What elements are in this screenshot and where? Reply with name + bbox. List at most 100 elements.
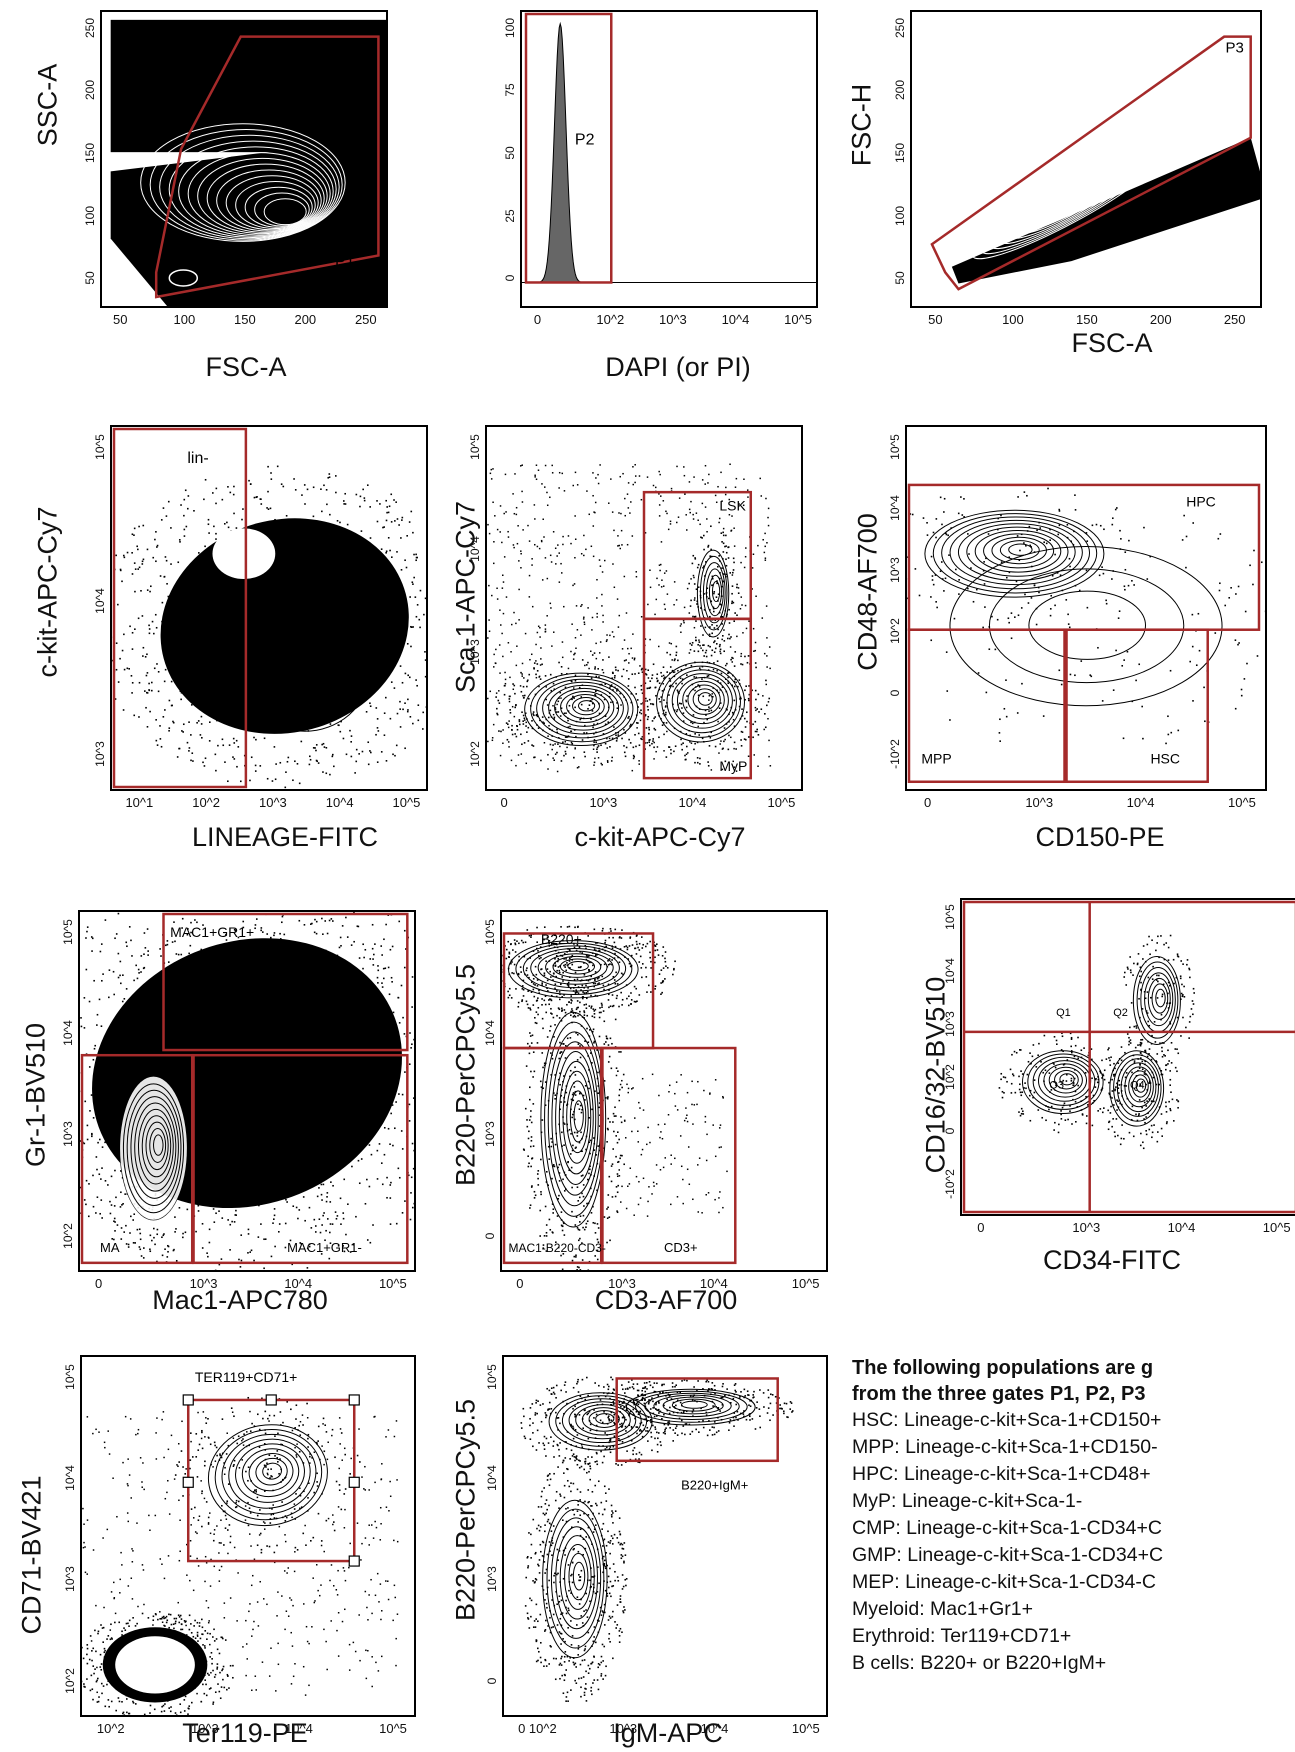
event-dot (633, 985, 636, 988)
event-dot (1234, 639, 1237, 641)
event-dot (608, 656, 610, 658)
event-dot (987, 533, 990, 535)
event-dot (138, 716, 140, 718)
event-dot (693, 748, 695, 751)
event-dot (769, 667, 771, 670)
event-dot (569, 967, 571, 969)
event-dot (84, 1100, 87, 1103)
event-dot (728, 498, 731, 501)
event-dot (186, 1208, 189, 1211)
event-dot (1260, 561, 1263, 564)
event-dot (723, 640, 726, 642)
event-dot (214, 753, 217, 756)
event-dot (1021, 682, 1023, 685)
event-dot (717, 720, 719, 723)
event-dot (406, 535, 408, 537)
event-dot (165, 515, 168, 517)
event-dot (711, 624, 713, 626)
event-dot (609, 963, 611, 965)
event-dot (160, 745, 163, 748)
event-dot (534, 476, 536, 478)
event-dot (552, 1208, 555, 1211)
event-dot (602, 733, 605, 735)
event-dot (101, 1167, 103, 1169)
x-axis-label-p1: FSC-A (205, 352, 287, 382)
event-dot (560, 672, 563, 675)
event-dot (363, 497, 366, 499)
event-dot (756, 730, 758, 733)
event-dot (922, 517, 925, 519)
event-dot (731, 661, 733, 663)
event-dot (716, 660, 719, 662)
event-dot (600, 963, 602, 966)
event-dot (1249, 564, 1251, 567)
contour-line (197, 157, 328, 235)
event-dot (512, 544, 515, 546)
event-dot (186, 741, 189, 744)
event-dot (561, 472, 564, 475)
event-dot (626, 493, 629, 495)
event-dot (164, 556, 167, 558)
event-dot (267, 490, 269, 493)
event-dot (287, 756, 290, 759)
event-dot (534, 984, 536, 986)
event-dot (707, 546, 709, 548)
event-dot (518, 588, 520, 591)
event-dot (607, 960, 609, 962)
event-dot (616, 1191, 619, 1194)
event-dot (673, 603, 675, 606)
event-dot (745, 685, 747, 688)
event-dot (536, 985, 539, 987)
event-dot (687, 752, 689, 754)
event-dot (411, 976, 414, 978)
event-dot (641, 976, 643, 979)
event-dot (719, 577, 721, 580)
event-dot (585, 1007, 588, 1010)
event-dot (704, 709, 707, 712)
event-dot (686, 674, 688, 676)
event-dot (196, 921, 198, 924)
event-dot (508, 956, 510, 958)
event-dot (766, 655, 768, 657)
event-dot (651, 677, 653, 680)
event-dot (581, 603, 583, 606)
event-dot (680, 631, 682, 634)
event-dot (571, 999, 573, 1002)
event-dot (227, 1219, 229, 1221)
contour-line (522, 945, 627, 992)
event-dot (1019, 549, 1021, 552)
event-dot (314, 747, 316, 749)
event-dot (273, 932, 276, 934)
event-dot (547, 716, 550, 719)
event-dot (386, 1176, 388, 1179)
event-dot (201, 1247, 204, 1249)
event-dot (641, 947, 644, 949)
event-dot (383, 1126, 386, 1129)
event-dot (996, 618, 999, 621)
event-dot (145, 674, 148, 677)
event-dot (403, 966, 406, 969)
event-dot (1059, 574, 1062, 576)
event-dot (582, 1214, 585, 1217)
contour-line (296, 653, 329, 683)
event-dot (576, 484, 579, 486)
event-dot (670, 642, 673, 645)
event-dot (946, 690, 949, 692)
event-dot (507, 940, 510, 943)
event-dot (660, 982, 662, 984)
event-dot (543, 926, 546, 928)
event-dot (666, 730, 668, 733)
event-dot (733, 561, 735, 564)
event-dot (544, 557, 547, 559)
contour-line (578, 700, 596, 712)
event-dot (592, 748, 595, 750)
event-dot (536, 941, 538, 943)
event-dot (249, 483, 252, 485)
event-dot (685, 699, 687, 702)
event-dot (489, 472, 492, 475)
event-dot (391, 981, 393, 983)
event-dot (366, 1239, 369, 1241)
event-dot (415, 556, 418, 559)
event-dot (381, 982, 383, 984)
contour-line (1036, 190, 1094, 224)
